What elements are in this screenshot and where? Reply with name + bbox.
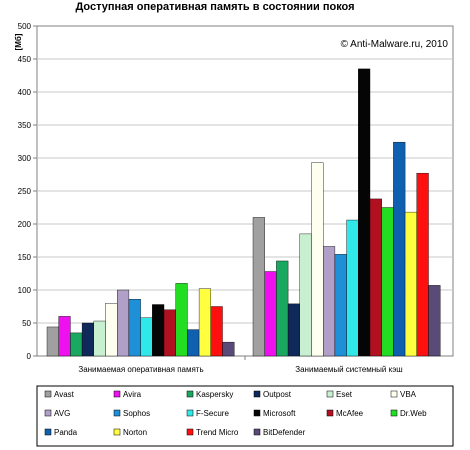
y-tick-label: 50 — [22, 319, 31, 328]
legend-label: Trend Micro — [196, 428, 239, 437]
bar-avg-1 — [116, 289, 130, 357]
legend-label: Kaspersky — [196, 390, 233, 399]
bar-eset-1 — [93, 320, 106, 357]
legend-label: Panda — [54, 428, 78, 437]
y-tick-label: 350 — [18, 121, 32, 130]
legend-swatch — [253, 428, 261, 436]
legend-swatch — [113, 428, 121, 436]
bar-mcafee-1 — [163, 309, 176, 357]
legend-label: AVG — [54, 409, 70, 418]
chart-title: Доступная оперативная память в состоянии… — [75, 1, 354, 13]
category-labels: Занимаемая оперативная память Занимаемый … — [78, 356, 403, 374]
bars — [46, 68, 441, 357]
legend-swatch — [113, 409, 121, 417]
legend-swatch — [44, 428, 52, 436]
legend-label: Dr.Web — [400, 409, 427, 418]
legend-label: VBA — [400, 390, 417, 399]
y-tick-label: 250 — [18, 187, 32, 196]
bar-dr-web-1 — [175, 283, 188, 357]
bar-norton-1 — [198, 288, 212, 357]
bar-kaspersky-2 — [276, 260, 289, 357]
legend-label: Avast — [54, 390, 75, 399]
legend-swatch — [113, 390, 121, 398]
y-tick-label: 500 — [18, 22, 32, 31]
bar-sophos-1 — [128, 299, 141, 357]
category-label: Занимаемая оперативная память — [78, 365, 203, 374]
bar-sophos-2 — [334, 254, 347, 357]
category-label: Занимаемый системный кэш — [295, 365, 402, 374]
y-tick-label: 300 — [18, 154, 32, 163]
legend-swatch — [186, 390, 194, 398]
bar-vba-2 — [311, 162, 324, 357]
bar-avira-1 — [58, 316, 71, 357]
legend-swatch — [44, 409, 52, 417]
legend-swatch — [253, 390, 261, 398]
legend-label: Avira — [123, 390, 142, 399]
copyright-annotation: © Anti-Malware.ru, 2010 — [341, 39, 449, 50]
bar-panda-2 — [393, 141, 406, 357]
legend: Avast Avira Kaspersky Outpost Eset VBA AVG Soph… — [44, 390, 427, 437]
y-tick-label: 0 — [27, 352, 32, 361]
bar-microsoft-1 — [152, 304, 165, 357]
bar-mcafee-2 — [369, 198, 382, 357]
bar-avg-2 — [323, 246, 336, 357]
bar-microsoft-2 — [358, 68, 371, 357]
bar-outpost-2 — [287, 303, 301, 357]
legend-label: Eset — [336, 390, 353, 399]
y-tick-label: 200 — [18, 220, 32, 229]
bar-eset-2 — [299, 233, 312, 357]
y-axis-ticks: 0 50 100 150 200 250 300 350 400 450 500 — [18, 22, 37, 361]
bar-bitdefender-1 — [222, 341, 235, 357]
legend-label: BitDefender — [263, 428, 306, 437]
bar-outpost-1 — [81, 322, 94, 357]
legend-swatch — [390, 390, 398, 398]
legend-label: F-Secure — [196, 409, 229, 418]
bar-f-secure-1 — [140, 317, 153, 357]
y-tick-label: 450 — [18, 55, 32, 64]
bar-f-secure-2 — [346, 219, 359, 357]
y-axis-label: [Мб] — [14, 33, 23, 50]
bar-panda-1 — [187, 329, 200, 357]
bar-avast-1 — [46, 326, 59, 357]
bar-trend-micro-2 — [416, 172, 429, 357]
bar-vba-1 — [105, 303, 118, 357]
legend-swatch — [253, 409, 261, 417]
y-tick-label: 150 — [18, 253, 32, 262]
y-tick-label: 400 — [18, 88, 32, 97]
legend-swatch — [326, 409, 334, 417]
legend-label: McAfee — [336, 409, 364, 418]
legend-swatch — [44, 390, 52, 398]
bar-trend-micro-1 — [210, 306, 223, 357]
legend-swatch — [186, 428, 194, 436]
legend-label: Norton — [123, 428, 147, 437]
bar-kaspersky-1 — [70, 332, 83, 357]
legend-label: Microsoft — [263, 409, 296, 418]
bar-bitdefender-2 — [428, 285, 441, 357]
bar-norton-2 — [404, 211, 418, 357]
legend-swatch — [186, 409, 194, 417]
y-tick-label: 100 — [18, 286, 32, 295]
bar-avast-2 — [252, 217, 265, 357]
legend-swatch — [390, 409, 398, 417]
legend-box — [36, 385, 454, 447]
bar-avira-2 — [264, 271, 277, 357]
bar-dr-web-2 — [381, 207, 394, 357]
legend-label: Outpost — [263, 390, 292, 399]
legend-swatch — [326, 390, 334, 398]
legend-label: Sophos — [123, 409, 150, 418]
